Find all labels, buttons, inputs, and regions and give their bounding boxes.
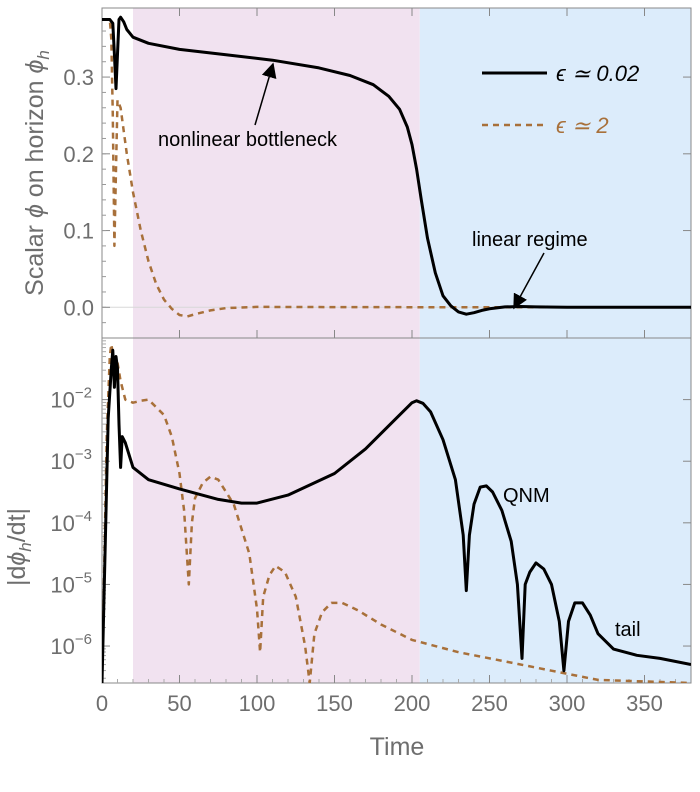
bottom-ylabel-pre: |d <box>3 566 31 586</box>
top-series-eps_small <box>102 15 691 316</box>
x-tick-label: 0 <box>96 691 108 716</box>
top-ylabel-phi2: ϕ <box>21 60 49 74</box>
x-tick-label: 100 <box>239 691 276 716</box>
arrow-linear-regime <box>513 252 545 310</box>
x-tick-label: 300 <box>549 691 586 716</box>
annotation-nonlinear-bottleneck: nonlinear bottleneck <box>158 129 338 151</box>
top-ylabel-main: Scalar <box>21 218 49 296</box>
arrow-nonlinear-bottleneck <box>254 62 277 126</box>
bottom-y-tick-label: 10−2 <box>50 385 92 413</box>
series-layer <box>102 15 691 683</box>
tick-base: 10 <box>50 511 74 536</box>
tick-power: −4 <box>75 508 92 525</box>
legend: ϵ ≃ 0.02 ϵ ≃ 2 <box>482 61 639 138</box>
x-tick-label: 150 <box>316 691 353 716</box>
legend-label-eps-small: ϵ ≃ 0.02 <box>556 61 639 86</box>
region-linear <box>419 8 691 683</box>
top-y-axis: 0.0 0.1 0.2 0.3 <box>63 30 691 324</box>
top-ylabel-phi: ϕ <box>21 204 49 218</box>
x-tick-label: 50 <box>167 691 191 716</box>
top-y-tick-label: 0.0 <box>63 295 94 320</box>
x-tick-label: 250 <box>471 691 508 716</box>
tick-base: 10 <box>50 634 74 659</box>
tick-power: −3 <box>75 446 92 463</box>
tick-power: −6 <box>75 631 92 648</box>
bottom-y-tick-label: 10−3 <box>50 446 92 474</box>
annotation-linear-regime: linear regime <box>472 229 588 251</box>
top-ylabel-sub: h <box>34 50 53 59</box>
annotation-qnm: QNM <box>503 485 550 507</box>
bottom-series-eps_small <box>102 348 691 683</box>
bottom-y-axis-title: |dϕh/dt| <box>3 508 35 586</box>
tick-base: 10 <box>50 449 74 474</box>
annotation-tail: tail <box>615 619 641 641</box>
top-ylabel-mid: on horizon <box>21 74 49 205</box>
bottom-ylabel-sub: h <box>16 542 35 551</box>
top-y-axis-title: Scalar ϕ on horizon ϕh <box>21 50 53 296</box>
bottom-ylabel-post: /dt| <box>3 508 31 542</box>
tick-power: −5 <box>75 569 92 586</box>
top-y-tick-label: 0.3 <box>63 65 94 90</box>
legend-label-eps-large: ϵ ≃ 2 <box>556 113 609 138</box>
top-series-eps_large <box>102 18 691 318</box>
region-nonlinear <box>133 8 420 683</box>
bottom-ylabel-phi: ϕ <box>3 552 31 566</box>
top-y-tick-label: 0.1 <box>63 219 94 244</box>
background-regions <box>102 8 691 683</box>
x-axis: 0 50 100 150 200 250 300 350 <box>96 8 676 716</box>
bottom-y-tick-label: 10−4 <box>50 508 92 536</box>
tick-power: −2 <box>75 385 92 402</box>
tick-base: 10 <box>50 388 74 413</box>
annotations: nonlinear bottleneck linear regime QNM t… <box>158 62 641 641</box>
tick-base: 10 <box>50 572 74 597</box>
top-y-tick-label: 0.2 <box>63 142 94 167</box>
bottom-y-tick-label: 10−5 <box>50 569 92 597</box>
x-tick-label: 200 <box>394 691 431 716</box>
x-axis-title: Time <box>370 733 425 761</box>
bottom-y-tick-label: 10−6 <box>50 631 92 659</box>
x-tick-label: 350 <box>626 691 663 716</box>
